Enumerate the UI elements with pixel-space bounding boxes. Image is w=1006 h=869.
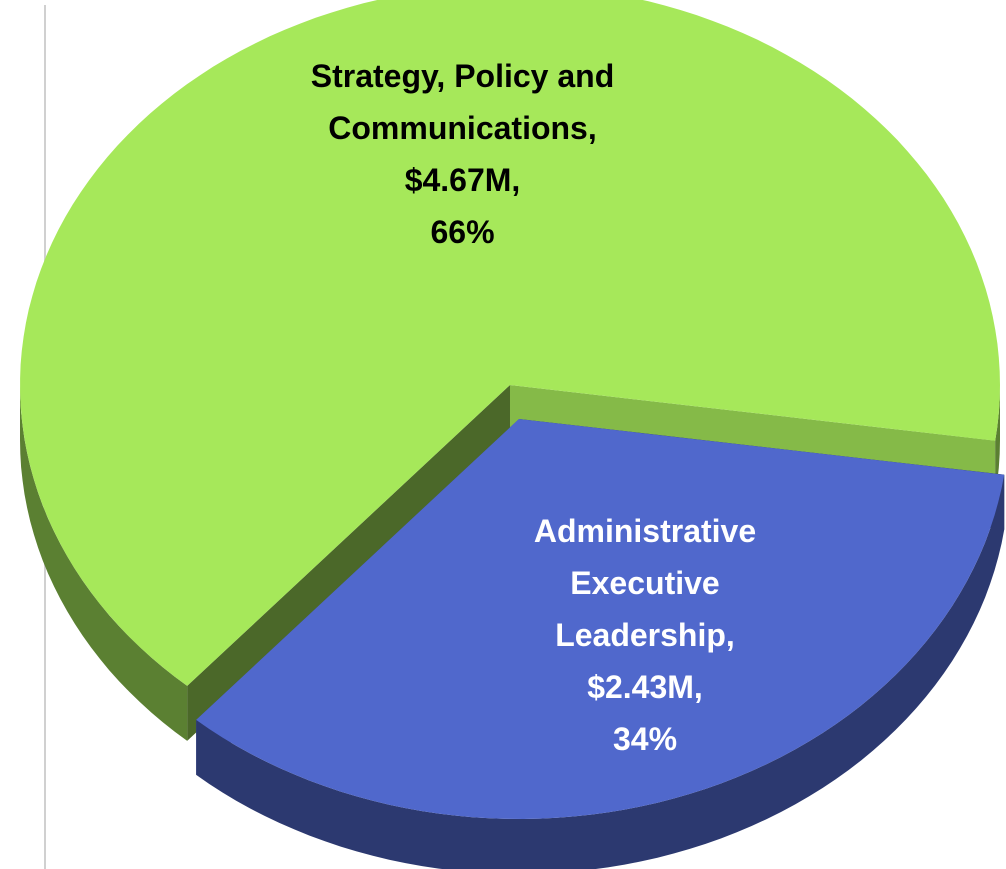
slice-cut-face <box>187 385 510 741</box>
label-separator: , <box>587 110 597 146</box>
label-separator: , <box>511 162 521 198</box>
label-category: Strategy, Policy and Communications <box>310 58 615 146</box>
data-label: Strategy, Policy and Communications, $4.6… <box>300 50 625 258</box>
slice-side <box>196 474 1005 869</box>
label-percent: 66% <box>430 214 495 250</box>
label-separator: , <box>693 669 703 705</box>
label-separator: , <box>725 617 735 653</box>
label-percent: 34% <box>612 721 678 757</box>
label-category: Administrative Executive Leadership <box>533 513 757 653</box>
label-value: $2.43M <box>587 669 694 705</box>
label-value: $4.67M <box>404 162 512 198</box>
pie-slice <box>20 0 1000 686</box>
pie-slice <box>196 419 1005 819</box>
slice-side <box>20 385 188 741</box>
slice-side <box>995 385 1000 496</box>
data-label: Administrative Executive Leadership, $2.4… <box>495 505 795 765</box>
